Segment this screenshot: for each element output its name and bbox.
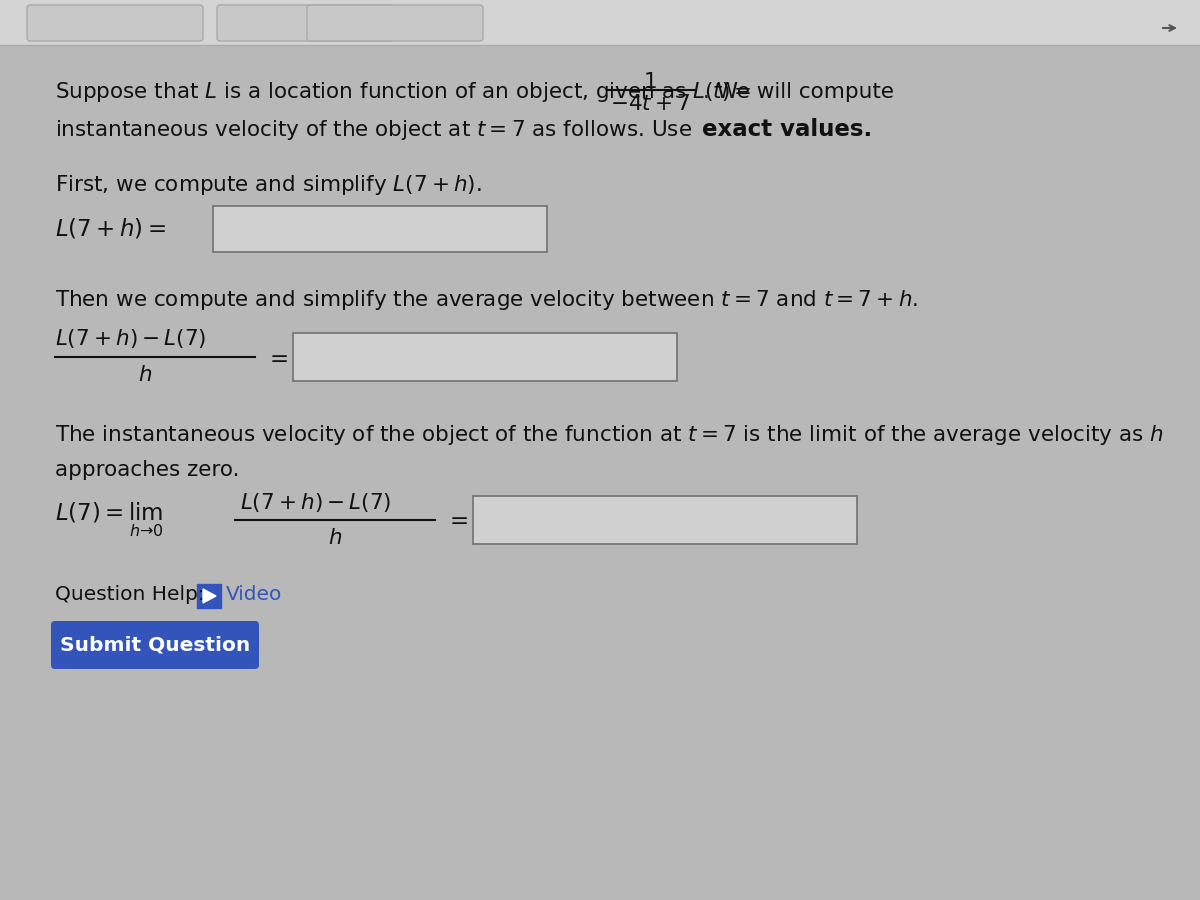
Text: Suppose that $L$ is a location function of an object, given as $L(t) = $: Suppose that $L$ is a location function … [55, 80, 751, 104]
Text: $h$: $h$ [328, 528, 342, 548]
Text: exact values.: exact values. [702, 119, 872, 141]
FancyBboxPatch shape [28, 5, 203, 41]
FancyBboxPatch shape [50, 621, 259, 669]
FancyBboxPatch shape [217, 5, 394, 41]
Text: $=$: $=$ [445, 508, 468, 532]
Text: $=$: $=$ [265, 346, 288, 368]
Text: . We will compute: . We will compute [703, 82, 894, 102]
Text: Submit Question: Submit Question [60, 635, 250, 654]
Polygon shape [203, 589, 216, 603]
FancyBboxPatch shape [197, 584, 221, 608]
Text: $h$: $h$ [138, 365, 152, 385]
Text: First, we compute and simplify $L(7 + h)$.: First, we compute and simplify $L(7 + h)… [55, 173, 482, 197]
FancyBboxPatch shape [0, 0, 1200, 45]
FancyBboxPatch shape [293, 333, 677, 381]
Text: approaches zero.: approaches zero. [55, 460, 240, 480]
Text: $L(7) = \lim_{h \to 0}$: $L(7) = \lim_{h \to 0}$ [55, 500, 164, 539]
FancyBboxPatch shape [214, 206, 547, 252]
Text: $L(7 + h) - L(7)$: $L(7 + h) - L(7)$ [240, 491, 391, 514]
FancyBboxPatch shape [307, 5, 482, 41]
Text: The instantaneous velocity of the object of the function at $t = 7$ is the limit: The instantaneous velocity of the object… [55, 423, 1164, 447]
Text: instantaneous velocity of the object at $t = 7$ as follows. Use: instantaneous velocity of the object at … [55, 118, 694, 142]
Text: $-4t + 7$: $-4t + 7$ [610, 94, 690, 114]
FancyBboxPatch shape [473, 496, 857, 544]
Text: Question Help:: Question Help: [55, 586, 205, 605]
Text: $L(7 + h) - L(7)$: $L(7 + h) - L(7)$ [55, 328, 206, 350]
Text: $1$: $1$ [643, 72, 656, 92]
Text: Then we compute and simplify the average velocity between $t = 7$ and $t = 7 + h: Then we compute and simplify the average… [55, 288, 918, 312]
Text: Video: Video [226, 586, 282, 605]
Text: $L(7 + h) =$: $L(7 + h) =$ [55, 216, 166, 240]
